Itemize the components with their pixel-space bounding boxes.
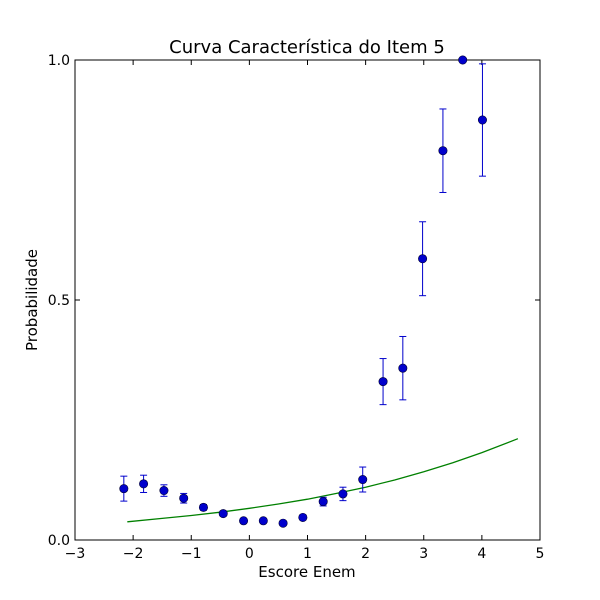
data-point <box>458 55 468 65</box>
y-tick-label: 0.0 <box>48 533 70 549</box>
data-point <box>398 363 408 373</box>
y-tick-label: 1.0 <box>48 53 70 69</box>
data-point <box>298 512 308 522</box>
data-point <box>159 486 169 496</box>
y-tick-label: 0.5 <box>48 293 70 309</box>
data-point <box>338 489 348 499</box>
x-tick-label: 5 <box>536 546 545 562</box>
x-tick-label: 4 <box>477 546 486 562</box>
data-point <box>358 475 368 485</box>
data-point <box>198 502 208 512</box>
data-point <box>418 254 428 264</box>
data-point <box>477 115 487 125</box>
data-point <box>318 497 328 507</box>
y-axis-label: Probabilidade <box>23 249 41 351</box>
data-point <box>139 479 149 489</box>
data-point <box>378 377 388 387</box>
x-tick-label: −3 <box>65 546 86 562</box>
x-tick-label: 3 <box>419 546 428 562</box>
fitted-curve <box>127 438 519 523</box>
data-points <box>119 55 487 528</box>
x-axis-label: Escore Enem <box>258 563 355 581</box>
chart-title: Curva Característica do Item 5 <box>169 37 445 58</box>
data-point <box>278 518 288 528</box>
data-point <box>119 484 129 494</box>
x-tick-label: 2 <box>361 546 370 562</box>
x-tick-label: 1 <box>303 546 312 562</box>
data-point <box>239 516 249 526</box>
data-point <box>179 493 189 503</box>
x-tick-label: 0 <box>245 546 254 562</box>
x-tick-label: −2 <box>123 546 144 562</box>
data-point <box>438 146 448 156</box>
axis-ticks: −3 −2 −1 0 1 2 3 4 5 0.0 0.5 1.0 <box>48 53 545 562</box>
fitted-curve-line <box>127 438 519 523</box>
data-point <box>218 509 228 519</box>
x-tick-label: −1 <box>181 546 202 562</box>
data-point <box>258 516 268 526</box>
plot-frame <box>74 59 541 541</box>
